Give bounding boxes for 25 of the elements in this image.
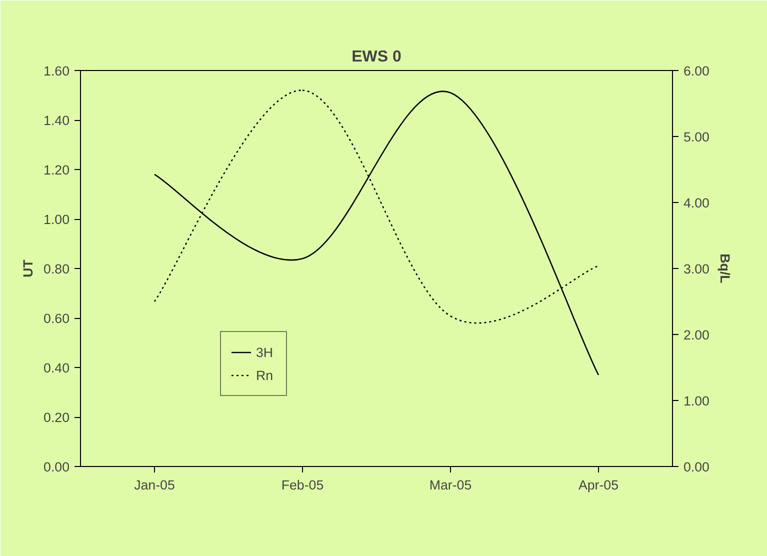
y2-tick-label: 2.00 (684, 328, 710, 342)
x-tick-label: Feb-05 (281, 478, 324, 492)
y-tick-label: 1.20 (44, 162, 70, 178)
legend-label: Rn (256, 368, 274, 382)
y-tick-label: 1.40 (44, 113, 70, 128)
x-tick-label: Jan-05 (134, 478, 175, 492)
y-tick-label: 0.00 (44, 460, 70, 474)
y-tick-label: 0.20 (44, 410, 70, 425)
y2-tick-label: 4.00 (684, 196, 710, 210)
y2-tick-label: 6.00 (684, 64, 710, 78)
y-axis-title: UT (20, 260, 36, 278)
y2-tick-label: 3.00 (684, 262, 710, 276)
y2-tick-label: 0.00 (684, 460, 710, 474)
y-tick-label: 1.00 (44, 212, 70, 227)
y2-tick-label: 1.00 (684, 394, 710, 408)
x-tick-label: Mar-05 (429, 478, 472, 492)
chart-title: EWS 0 (352, 48, 402, 66)
y2-axis-title: Bq/L (717, 254, 732, 284)
y-tick-label: 1.60 (44, 64, 70, 78)
y2-tick-label: 5.00 (684, 130, 710, 144)
legend-label: 3H (256, 344, 274, 360)
y-tick-label: 0.40 (44, 360, 70, 376)
x-tick-label: Apr-05 (578, 478, 619, 492)
y-tick-label: 0.60 (44, 311, 70, 326)
y-tick-label: 0.80 (44, 262, 70, 276)
